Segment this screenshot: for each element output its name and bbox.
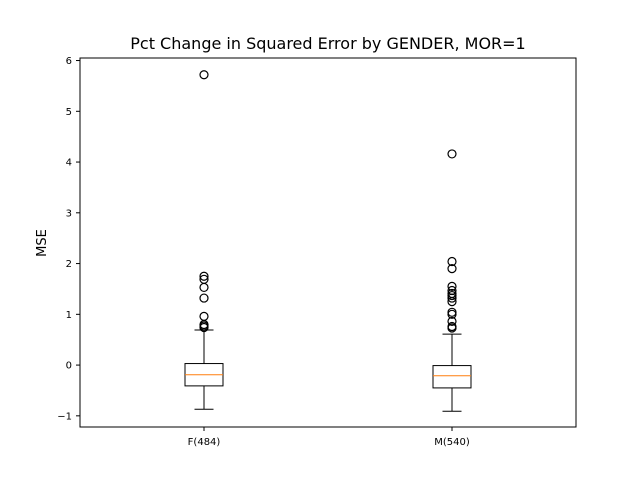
outlier-point bbox=[199, 274, 209, 284]
y-tick-label: 5 bbox=[66, 107, 72, 118]
outlier-point bbox=[447, 307, 457, 317]
y-tick-label: 0 bbox=[66, 361, 72, 372]
y-tick-label: 2 bbox=[66, 259, 72, 270]
outlier-point bbox=[447, 256, 457, 267]
y-tick-label: 6 bbox=[66, 56, 72, 67]
outlier-point bbox=[199, 311, 209, 321]
outlier-point bbox=[447, 281, 457, 292]
iqr-box bbox=[432, 365, 472, 389]
y-tick-label: 1 bbox=[66, 310, 72, 321]
chart-title: Pct Change in Squared Error by GENDER, M… bbox=[130, 34, 525, 53]
outlier-point bbox=[447, 285, 457, 296]
outlier-point bbox=[199, 70, 209, 80]
outlier-point bbox=[199, 293, 209, 303]
outlier-point bbox=[199, 271, 209, 281]
y-tick-label: 4 bbox=[66, 158, 72, 169]
x-tick-label: M(540) bbox=[434, 437, 470, 448]
y-axis-label: MSE bbox=[35, 229, 50, 257]
plot-frame bbox=[79, 57, 577, 428]
y-tick-label: −1 bbox=[57, 411, 72, 422]
x-tick-label: F(484) bbox=[188, 437, 221, 448]
y-tick-label: 3 bbox=[66, 208, 72, 219]
plot-area: −1 0 1 2 3 4 5 6 F(484) M(540) bbox=[57, 56, 472, 448]
outlier-point bbox=[447, 264, 457, 274]
outlier-point bbox=[447, 316, 457, 327]
outlier-point bbox=[447, 288, 457, 299]
outlier-point bbox=[447, 149, 457, 159]
outlier-point bbox=[447, 321, 457, 332]
